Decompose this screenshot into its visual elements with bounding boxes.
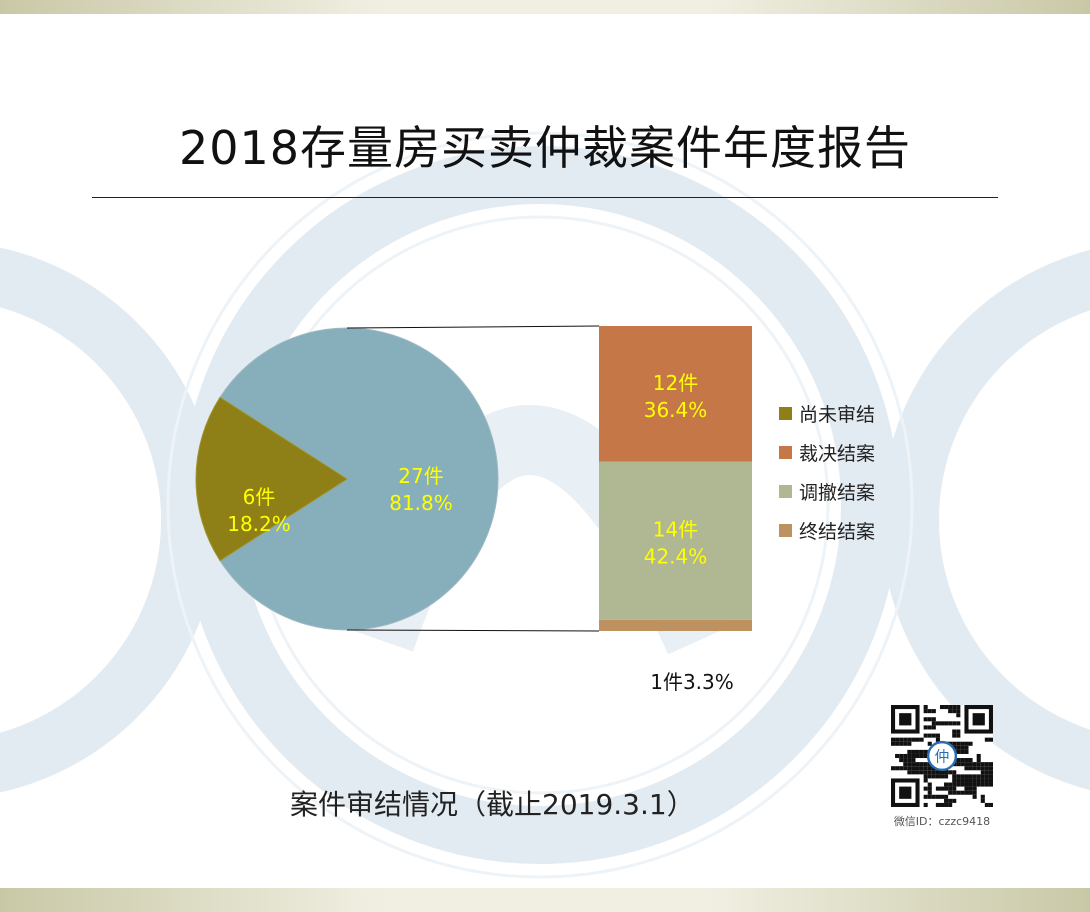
bar-label-termination: 1件3.3% xyxy=(650,670,734,694)
chart-caption: 案件审结情况（截止2019.3.1） xyxy=(290,788,695,821)
bar-segment-termination xyxy=(599,619,752,631)
legend-label-1: 裁决结案 xyxy=(799,443,875,465)
bottom-decor-band xyxy=(0,888,1090,912)
pie-label-pending-count: 6件 xyxy=(243,485,276,509)
top-decor-band xyxy=(0,0,1090,14)
pie-label-pending-pct: 18.2% xyxy=(227,512,291,536)
bar-label-ruling-count: 12件 xyxy=(653,371,698,395)
pie-label-closed-count: 27件 xyxy=(398,464,443,488)
pie-slice-pending xyxy=(195,396,348,562)
legend-label-3: 终结结案 xyxy=(799,521,875,543)
connector-bottom-line xyxy=(346,629,600,632)
wechat-id-caption: 微信ID：czzc9418 xyxy=(893,815,991,828)
legend-swatch-3 xyxy=(779,524,792,537)
legend-swatch-2 xyxy=(779,485,792,498)
connector-top-line xyxy=(346,325,600,329)
bar-segment-mediation xyxy=(599,461,752,620)
pie-label-closed-pct: 81.8% xyxy=(389,491,453,515)
pie-slice-closed xyxy=(219,327,499,631)
bar-label-mediation-count: 14件 xyxy=(653,518,698,542)
legend-swatch-1 xyxy=(779,446,792,459)
qr-badge-logo: 仲 xyxy=(935,749,950,766)
bar-label-mediation-pct: 42.4% xyxy=(644,545,708,569)
legend-swatch-0 xyxy=(779,407,792,420)
bar-label-ruling-pct: 36.4% xyxy=(644,398,708,422)
legend-label-0: 尚未审结 xyxy=(799,404,875,426)
qr-code-image: 仲 xyxy=(891,705,993,807)
bar-segment-ruling xyxy=(599,326,752,462)
page-title: 2018存量房买卖仲裁案件年度报告 xyxy=(178,121,912,175)
title-divider xyxy=(92,197,998,198)
legend-label-2: 调撤结案 xyxy=(799,482,875,504)
